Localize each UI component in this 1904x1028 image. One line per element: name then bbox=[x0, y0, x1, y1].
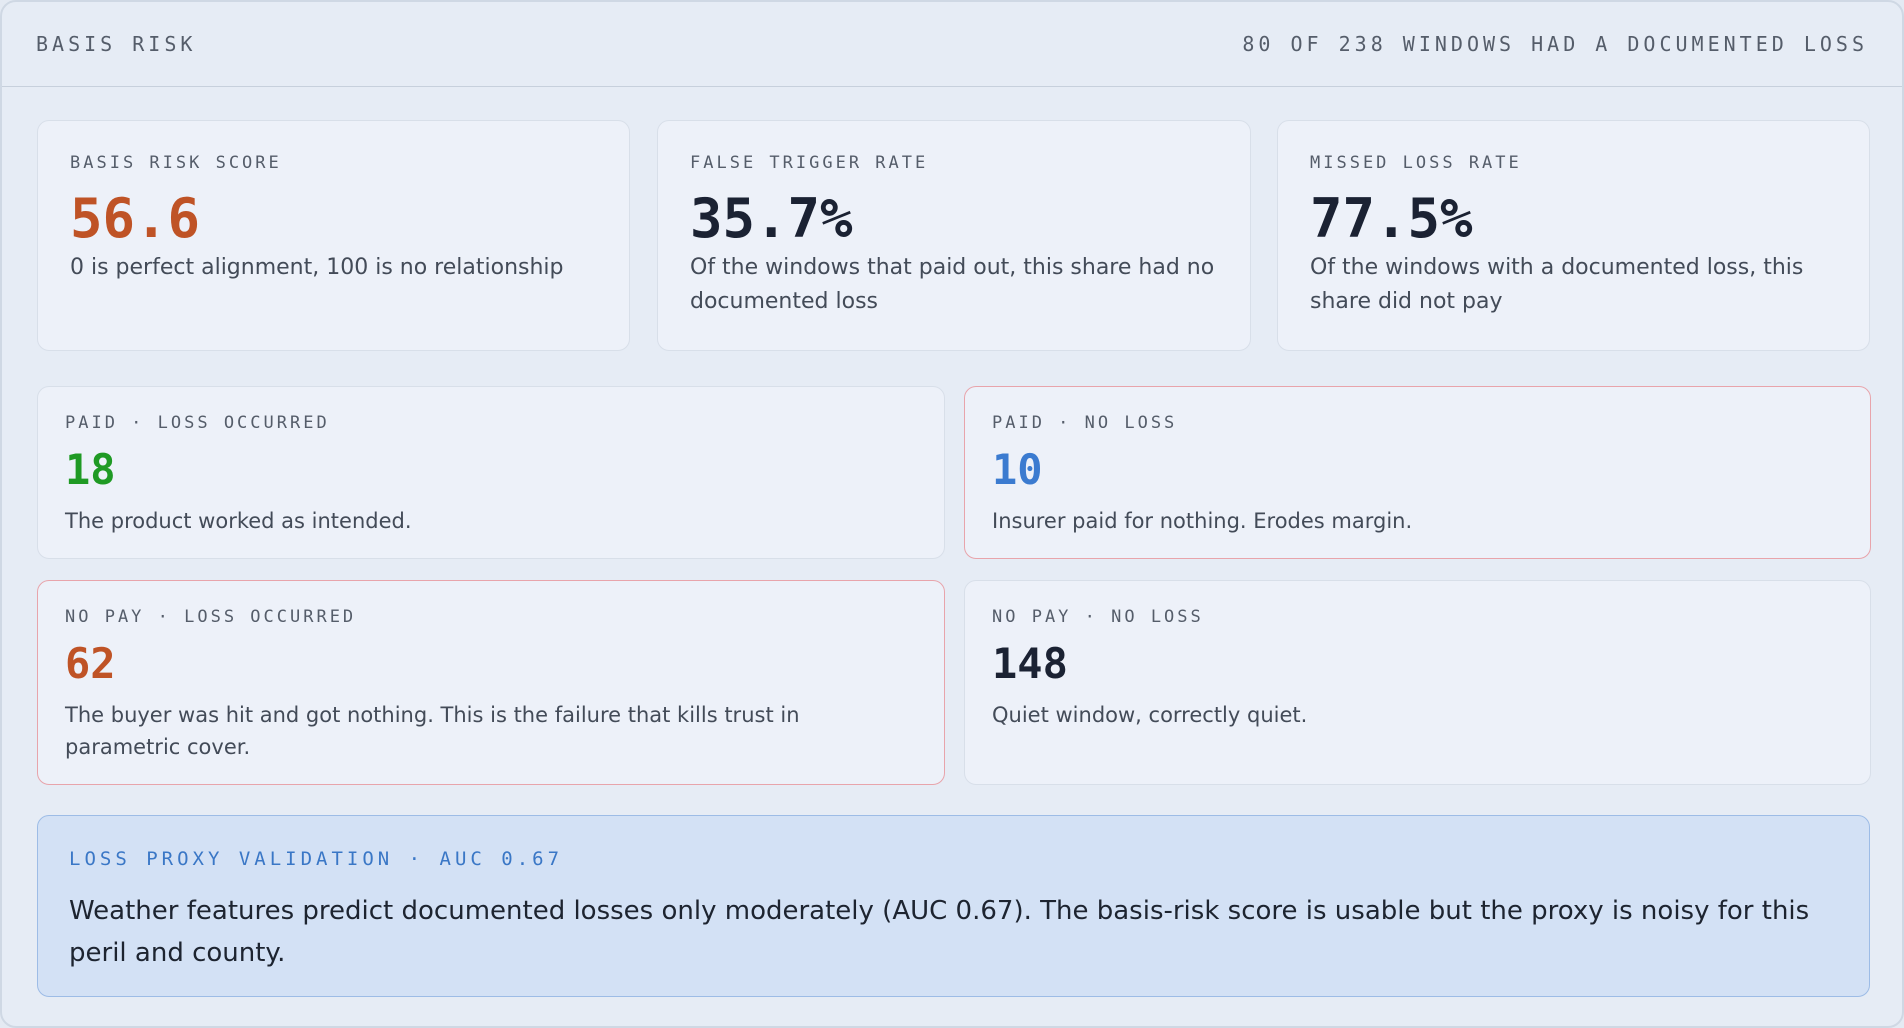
header-title: BASIS RISK bbox=[36, 32, 197, 56]
outcome-card: PAID · LOSS OCCURRED 18 The product work… bbox=[37, 386, 945, 559]
validation-title: LOSS PROXY VALIDATION · AUC 0.67 bbox=[69, 848, 564, 870]
outcome-description: The buyer was hit and got nothing. This … bbox=[65, 703, 800, 759]
outcome-label: PAID · LOSS OCCURRED bbox=[65, 413, 330, 433]
outcome-card: NO PAY · LOSS OCCURRED 62 The buyer was … bbox=[37, 580, 945, 785]
outcome-label: NO PAY · NO LOSS bbox=[992, 607, 1204, 627]
validation-box: LOSS PROXY VALIDATION · AUC 0.67 Weather… bbox=[37, 815, 1870, 997]
metric-card: BASIS RISK SCORE 56.6 0 is perfect align… bbox=[37, 120, 630, 351]
metric-value: 77.5% bbox=[1310, 187, 1473, 250]
metric-label: FALSE TRIGGER RATE bbox=[690, 153, 929, 173]
metric-description: 0 is perfect alignment, 100 is no relati… bbox=[70, 255, 564, 280]
outcome-value: 18 bbox=[65, 445, 116, 494]
outcome-value: 10 bbox=[992, 445, 1043, 494]
metric-label: BASIS RISK SCORE bbox=[70, 153, 282, 173]
outcome-card: NO PAY · NO LOSS 148 Quiet window, corre… bbox=[964, 580, 1871, 785]
metric-description: Of the windows with a documented loss, t… bbox=[1310, 255, 1804, 314]
outcome-value: 62 bbox=[65, 639, 116, 688]
validation-text: Weather features predict documented loss… bbox=[69, 896, 1810, 968]
outcome-value: 148 bbox=[992, 639, 1068, 688]
header: BASIS RISK 80 OF 238 WINDOWS HAD A DOCUM… bbox=[2, 2, 1902, 87]
outcome-description: Quiet window, correctly quiet. bbox=[992, 703, 1308, 727]
outcome-label: PAID · NO LOSS bbox=[992, 413, 1178, 433]
metric-description: Of the windows that paid out, this share… bbox=[690, 255, 1215, 314]
metric-value: 56.6 bbox=[70, 187, 201, 250]
outcome-description: Insurer paid for nothing. Erodes margin. bbox=[992, 509, 1413, 533]
outcome-label: NO PAY · LOSS OCCURRED bbox=[65, 607, 357, 627]
metric-label: MISSED LOSS RATE bbox=[1310, 153, 1522, 173]
metric-value: 35.7% bbox=[690, 187, 853, 250]
metric-card: MISSED LOSS RATE 77.5% Of the windows wi… bbox=[1277, 120, 1870, 351]
header-summary: 80 OF 238 WINDOWS HAD A DOCUMENTED LOSS bbox=[1242, 32, 1868, 56]
outcome-description: The product worked as intended. bbox=[65, 509, 412, 533]
metric-card: FALSE TRIGGER RATE 35.7% Of the windows … bbox=[657, 120, 1251, 351]
outcome-card: PAID · NO LOSS 10 Insurer paid for nothi… bbox=[964, 386, 1871, 559]
